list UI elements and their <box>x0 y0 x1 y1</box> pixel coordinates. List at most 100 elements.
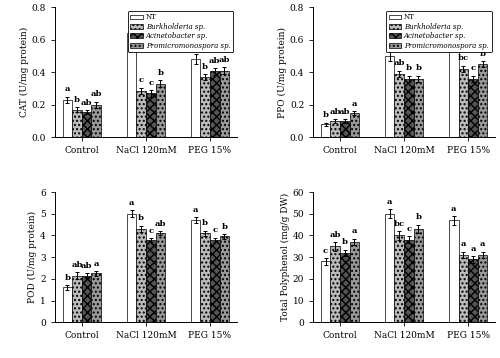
Text: a: a <box>129 17 134 25</box>
Text: c: c <box>148 79 154 87</box>
Bar <box>126 33 136 137</box>
Text: c: c <box>138 77 143 84</box>
Bar <box>156 233 165 322</box>
Legend: NT, Burkholderia sp., Acinetobacter sp., Promicromonospora sp.: NT, Burkholderia sp., Acinetobacter sp.,… <box>128 11 234 52</box>
Bar <box>136 91 146 137</box>
Bar <box>458 69 468 137</box>
Text: a: a <box>387 40 392 48</box>
Bar <box>404 240 413 322</box>
Bar <box>458 255 468 322</box>
Text: ab: ab <box>330 108 341 116</box>
Text: bc: bc <box>394 220 405 228</box>
Text: b: b <box>158 69 164 77</box>
Text: a: a <box>451 17 456 25</box>
Bar <box>394 236 404 322</box>
Text: ab: ab <box>339 108 350 116</box>
Text: bc: bc <box>458 54 469 63</box>
Bar <box>92 105 101 137</box>
Bar <box>468 79 477 137</box>
Text: a: a <box>193 206 198 214</box>
Text: b: b <box>202 219 208 227</box>
Bar <box>190 220 200 322</box>
Text: b: b <box>416 64 422 72</box>
Text: a: a <box>387 198 392 206</box>
Bar <box>126 214 136 322</box>
Bar <box>220 71 229 137</box>
Text: b: b <box>74 96 80 104</box>
Text: a: a <box>470 245 476 253</box>
Bar <box>146 93 156 137</box>
Bar <box>449 220 458 322</box>
Bar <box>321 124 330 137</box>
Bar <box>394 74 404 137</box>
Bar <box>220 237 229 322</box>
Bar <box>72 276 82 322</box>
Legend: NT, Burkholderia sp., Acinetobacter sp., Promicromonospora sp.: NT, Burkholderia sp., Acinetobacter sp.,… <box>386 11 492 52</box>
Text: ab: ab <box>209 57 220 65</box>
Y-axis label: PPO (U/mg protein): PPO (U/mg protein) <box>278 27 287 118</box>
Bar <box>210 72 220 137</box>
Bar <box>62 100 72 137</box>
Text: c: c <box>406 225 412 233</box>
Y-axis label: Total Polyphenol (mg/g DW): Total Polyphenol (mg/g DW) <box>280 193 290 321</box>
Bar <box>146 240 156 322</box>
Bar <box>449 33 458 137</box>
Text: b: b <box>322 111 328 120</box>
Text: a: a <box>129 199 134 207</box>
Text: c: c <box>148 227 154 235</box>
Text: ab: ab <box>90 90 102 98</box>
Bar <box>340 121 349 137</box>
Text: a: a <box>94 260 99 268</box>
Text: c: c <box>470 64 476 72</box>
Bar <box>414 79 424 137</box>
Text: ab: ab <box>81 262 92 270</box>
Bar <box>321 261 330 322</box>
Bar <box>468 259 477 322</box>
Text: ab: ab <box>218 56 230 64</box>
Text: ab: ab <box>81 99 92 107</box>
Text: c: c <box>323 247 328 255</box>
Bar <box>385 214 394 322</box>
Text: a: a <box>193 43 198 51</box>
Y-axis label: POD (U/mg protein): POD (U/mg protein) <box>28 211 38 303</box>
Bar <box>136 229 146 322</box>
Text: a: a <box>64 86 70 93</box>
Bar <box>82 112 92 137</box>
Text: c: c <box>212 226 218 234</box>
Bar <box>478 255 488 322</box>
Bar <box>156 84 165 137</box>
Bar <box>404 79 413 137</box>
Text: b: b <box>480 50 486 58</box>
Bar <box>62 287 72 322</box>
Y-axis label: CAT (U/mg protein): CAT (U/mg protein) <box>20 27 29 117</box>
Bar <box>200 77 210 137</box>
Bar <box>210 240 220 322</box>
Bar <box>350 113 360 137</box>
Text: a: a <box>352 100 357 108</box>
Bar <box>330 246 340 322</box>
Text: b: b <box>406 64 412 72</box>
Text: b: b <box>222 223 228 231</box>
Bar <box>190 59 200 137</box>
Bar <box>350 242 360 322</box>
Bar <box>340 253 349 322</box>
Text: ab: ab <box>154 220 166 228</box>
Text: b: b <box>202 63 208 71</box>
Text: a: a <box>480 241 486 248</box>
Text: ab: ab <box>330 231 341 239</box>
Text: b: b <box>416 213 422 221</box>
Bar <box>200 233 210 322</box>
Text: a: a <box>352 227 357 236</box>
Text: ab: ab <box>394 59 405 67</box>
Text: ab: ab <box>72 261 83 269</box>
Bar <box>385 56 394 137</box>
Text: b: b <box>64 274 70 282</box>
Bar <box>478 64 488 137</box>
Bar <box>414 229 424 322</box>
Bar <box>92 274 101 322</box>
Text: b: b <box>138 214 144 222</box>
Bar <box>330 121 340 137</box>
Bar <box>82 276 92 322</box>
Text: a: a <box>460 241 466 248</box>
Bar <box>72 110 82 137</box>
